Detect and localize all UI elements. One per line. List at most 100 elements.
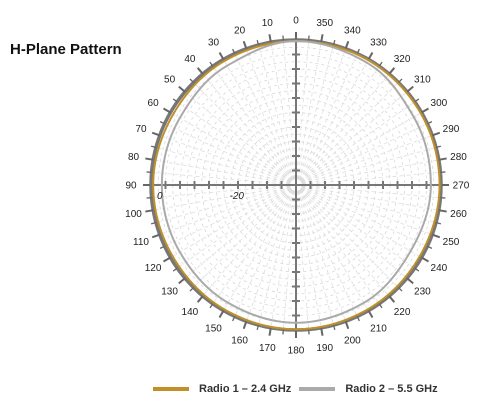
- outer-tick: [388, 295, 396, 303]
- grid-spoke: [202, 73, 293, 181]
- grid-spoke: [299, 189, 380, 305]
- outer-tick: [320, 327, 324, 336]
- series-line-2: [160, 40, 432, 324]
- outer-tick: [435, 145, 442, 149]
- grid-spoke: [176, 188, 292, 269]
- outer-tick: [145, 209, 154, 213]
- outer-tick: [196, 295, 204, 303]
- legend-swatch-radio-1: [153, 387, 189, 391]
- angle-label: 180: [288, 346, 305, 357]
- series-line-1: [152, 40, 441, 331]
- grid-spoke: [193, 82, 293, 182]
- legend-label-radio-1: Radio 1 – 2.4 GHz: [199, 383, 292, 395]
- angle-label: 100: [125, 209, 142, 220]
- radial-label: 0: [157, 191, 163, 202]
- grid-spoke: [270, 42, 296, 180]
- angle-label: 0: [293, 16, 299, 27]
- chart-title: H-Plane Pattern: [10, 41, 122, 58]
- grid-spoke: [298, 53, 358, 180]
- grid-spoke: [159, 135, 291, 184]
- outer-tick: [378, 303, 383, 309]
- outer-tick: [406, 277, 414, 285]
- outer-tick: [145, 157, 154, 161]
- outer-tick: [332, 324, 336, 331]
- grid-spoke: [301, 147, 437, 184]
- legend-label-radio-2: Radio 2 – 5.5 GHz: [345, 383, 438, 395]
- grid-spoke: [301, 159, 439, 185]
- grid-spoke: [184, 188, 292, 279]
- outer-tick: [151, 131, 161, 137]
- grid-spoke: [155, 147, 291, 184]
- outer-tick: [356, 316, 360, 322]
- grid-spoke: [212, 65, 293, 181]
- grid-spoke: [301, 186, 437, 223]
- grid-spoke: [282, 40, 296, 180]
- outer-tick: [427, 245, 433, 249]
- outer-tick: [438, 157, 447, 161]
- outer-tick: [150, 145, 157, 149]
- outer-tick: [378, 61, 383, 67]
- series-layer: [152, 40, 441, 331]
- outer-tick: [268, 327, 272, 336]
- grid-spoke: [300, 101, 416, 182]
- grid-spoke: [301, 187, 428, 247]
- outer-tick: [367, 51, 374, 60]
- grid-spoke: [301, 185, 439, 211]
- outer-tick: [414, 267, 420, 272]
- outer-tick: [232, 48, 236, 54]
- outer-tick: [438, 209, 447, 213]
- angle-label: 140: [182, 307, 199, 318]
- grid-spoke: [300, 188, 416, 269]
- outer-tick: [178, 277, 186, 285]
- angle-label: 150: [205, 323, 222, 334]
- radial-label: -20: [230, 191, 245, 202]
- grid-spoke: [296, 40, 310, 180]
- grid-spoke: [193, 188, 293, 288]
- outer-tick: [256, 39, 260, 46]
- grid-spoke: [299, 188, 399, 288]
- outer-tick: [162, 107, 171, 114]
- outer-tick: [344, 40, 350, 50]
- angle-label: 40: [184, 54, 196, 65]
- outer-tick: [256, 324, 260, 331]
- grid-spoke: [301, 185, 441, 199]
- angle-label: 320: [394, 54, 411, 65]
- outer-tick: [189, 78, 194, 83]
- grid-spoke: [301, 123, 428, 183]
- outer-tick: [398, 78, 403, 83]
- grid-spoke: [299, 65, 380, 181]
- angle-label: 330: [370, 38, 387, 49]
- grid-spoke: [176, 101, 292, 182]
- grid-spoke: [296, 190, 322, 328]
- outer-tick: [427, 121, 433, 125]
- angle-label: 190: [316, 343, 333, 354]
- outer-tick: [232, 316, 236, 322]
- grid-spoke: [297, 44, 334, 180]
- outer-tick: [388, 67, 396, 75]
- grid-spoke: [223, 189, 294, 311]
- outer-tick: [151, 233, 161, 239]
- outer-tick: [150, 221, 157, 225]
- grid-spoke: [297, 190, 346, 322]
- outer-tick: [159, 121, 165, 125]
- grid-spoke: [299, 73, 390, 181]
- outer-tick: [332, 39, 336, 46]
- grid-spoke: [246, 190, 295, 322]
- grid-spoke: [246, 48, 295, 180]
- grid-spoke: [212, 189, 293, 305]
- grid-spoke: [153, 159, 291, 185]
- angle-label: 60: [148, 98, 160, 109]
- grid-spoke: [258, 190, 295, 326]
- angle-label: 300: [431, 98, 448, 109]
- grid-spoke: [296, 190, 310, 330]
- outer-tick: [431, 233, 441, 239]
- grid-spoke: [299, 82, 399, 182]
- angle-labels: 0 10 20 30 40 50 60 70 80 90 100 110 120 130 140 150 160…: [125, 16, 470, 357]
- grid-spoke: [300, 91, 408, 182]
- grid-spoke: [184, 91, 292, 182]
- legend-swatch-radio-2: [299, 387, 336, 391]
- outer-tick: [209, 61, 214, 67]
- outer-tick: [196, 67, 204, 75]
- grid-spoke: [297, 190, 334, 326]
- angle-label: 220: [394, 307, 411, 318]
